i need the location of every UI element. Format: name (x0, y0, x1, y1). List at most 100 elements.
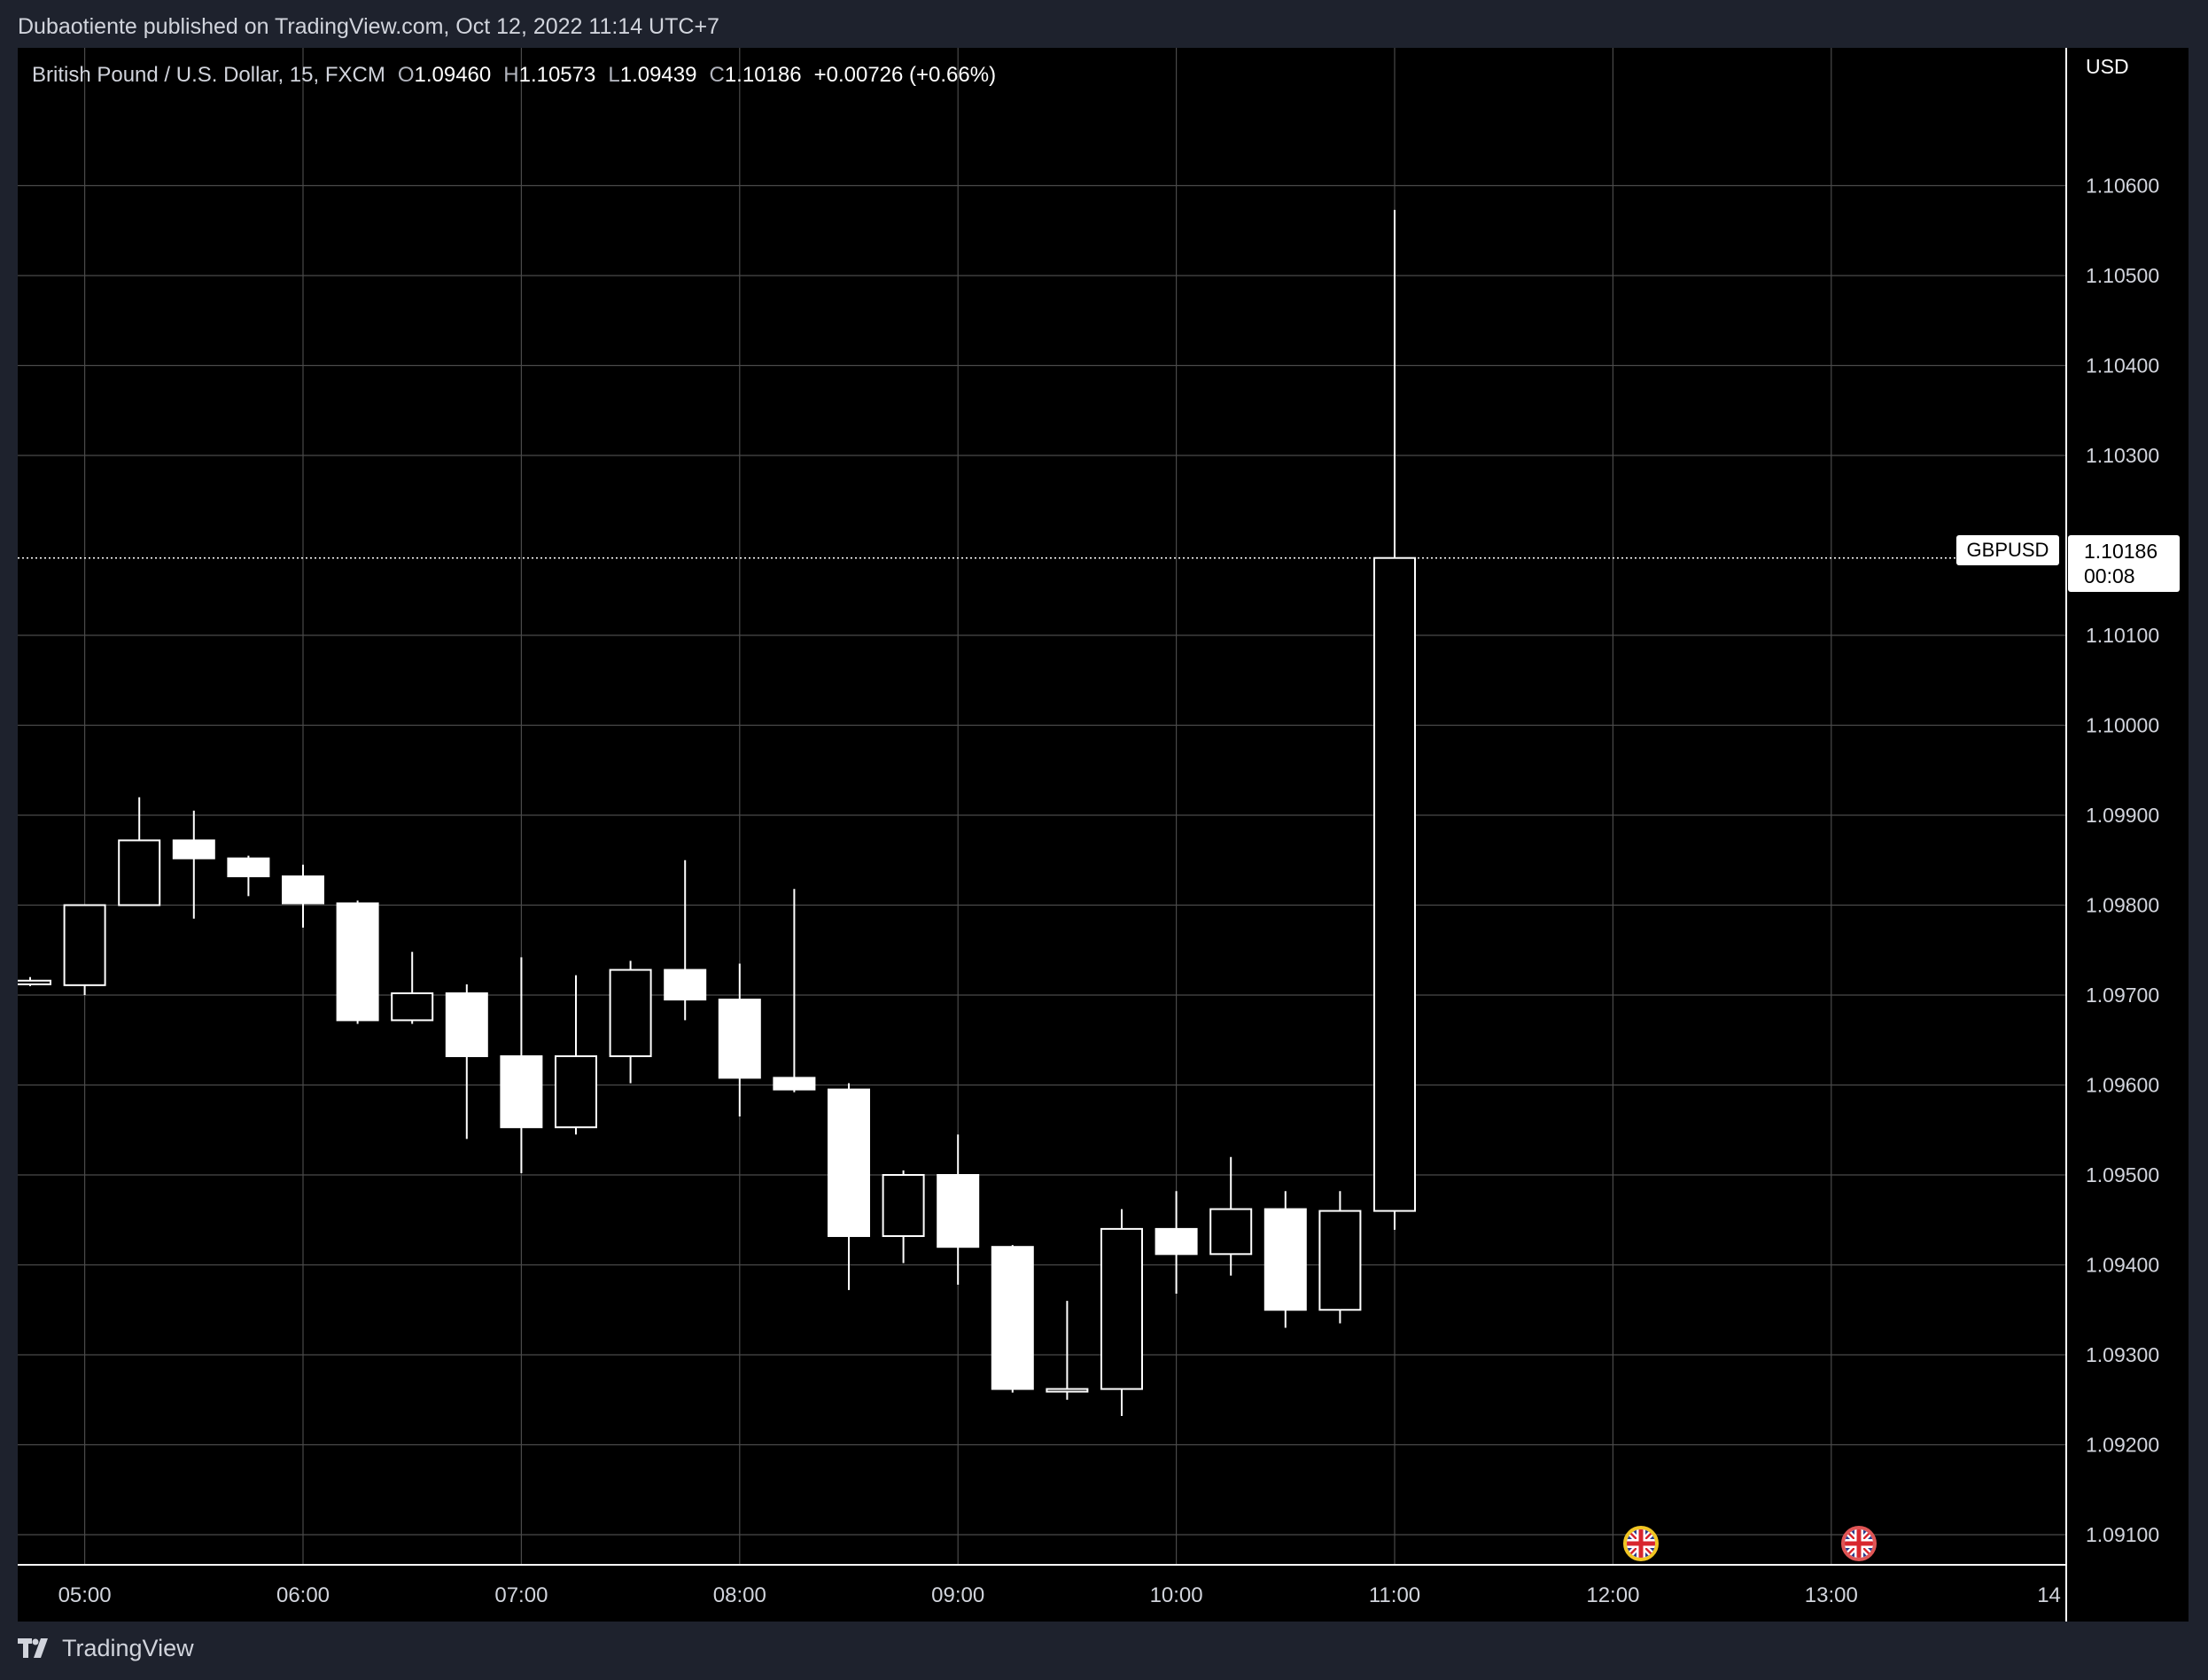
candle (1373, 209, 1416, 1230)
candle-body (1100, 1227, 1143, 1390)
price-tick-label: 1.09500 (2086, 1163, 2159, 1186)
candle (63, 904, 106, 995)
currency-label[interactable]: USD (2086, 55, 2129, 78)
candle-body (1155, 1227, 1198, 1256)
candle-body (828, 1088, 870, 1238)
candle-body (172, 839, 215, 859)
price-tick-label: 1.10300 (2086, 444, 2159, 467)
open-label: O (397, 63, 415, 87)
candle (500, 957, 543, 1173)
candle (1155, 1191, 1198, 1294)
close-label: C (709, 63, 725, 87)
candle (718, 963, 761, 1117)
candle-body (282, 875, 324, 905)
candles (18, 209, 1416, 1417)
candlestick-chart[interactable]: 1.10600 1.10500 1.10400 1.10300 1.10100 1.100… (18, 48, 2189, 1622)
candle-body (609, 968, 652, 1058)
candle (391, 952, 434, 1024)
price-tick-label: 1.10500 (2086, 264, 2159, 287)
candle (664, 859, 707, 1021)
symbol-legend[interactable]: British Pound / U.S. Dollar, 15, FXCM O … (32, 60, 1008, 90)
candle-body (500, 1055, 543, 1129)
candle (1209, 1156, 1253, 1276)
uk-flag-glyph (1627, 1529, 1655, 1558)
candle-body (1209, 1208, 1253, 1256)
candle-body (336, 902, 379, 1022)
candle (991, 1245, 1034, 1393)
time-tick-label: 08:00 (713, 1583, 766, 1607)
low-value: 1.09439 (619, 63, 697, 87)
uk-flag-icon[interactable] (1841, 1526, 1877, 1561)
candle (1318, 1191, 1362, 1324)
price-tick-label: 1.10100 (2086, 624, 2159, 647)
grid-lines (18, 48, 2066, 1565)
time-tick-label: 05:00 (58, 1583, 112, 1607)
tradingview-logo-icon (18, 1638, 48, 1658)
candle-body (773, 1077, 816, 1091)
price-tick-label: 1.09400 (2086, 1254, 2159, 1277)
candle (18, 976, 51, 986)
candle-body (1373, 556, 1416, 1212)
price-tick-label: 1.10400 (2086, 354, 2159, 377)
price-tick-label: 1.09600 (2086, 1074, 2159, 1097)
time-tick-label: 11:00 (1369, 1583, 1420, 1607)
uk-flag-glyph (1845, 1529, 1873, 1558)
time-tick-label: 10:00 (1150, 1583, 1203, 1607)
candle-body (664, 968, 707, 1001)
bar-countdown: 00:08 (2084, 564, 2135, 587)
chart-pane[interactable]: 1.10600 1.10500 1.10400 1.10300 1.10100 1.100… (18, 48, 2189, 1622)
candle-body (227, 857, 270, 878)
candle-body (555, 1055, 597, 1129)
candle-body (1318, 1209, 1362, 1311)
price-tick-label: 1.09300 (2086, 1343, 2159, 1366)
close-value: 1.10186 (724, 63, 802, 87)
time-tick-label: 12:00 (1586, 1583, 1639, 1607)
candle (172, 810, 215, 919)
candle (336, 900, 379, 1024)
change-value: +0.00726 (+0.66%) (813, 63, 997, 87)
candle-body (1263, 1208, 1307, 1311)
candle (118, 797, 161, 906)
candle (882, 1170, 925, 1264)
high-label: H (503, 63, 519, 87)
time-tick-label: 06:00 (276, 1583, 330, 1607)
candle-body (991, 1246, 1034, 1390)
candle (1100, 1209, 1143, 1417)
candle (1046, 1301, 1089, 1400)
candle (445, 984, 488, 1139)
candle-body (391, 992, 434, 1022)
price-tick-label: 1.09800 (2086, 894, 2159, 917)
candle (609, 961, 652, 1084)
candle (1263, 1191, 1307, 1328)
candle-body (18, 979, 51, 985)
time-tick-label: 09:00 (931, 1583, 984, 1607)
candle (227, 855, 270, 897)
chart-axes (18, 48, 2067, 1622)
candle-body (118, 839, 161, 906)
candle-body (63, 904, 106, 986)
price-tick-label: 1.09900 (2086, 804, 2159, 827)
low-label: L (608, 63, 620, 87)
price-tick-label: 1.09200 (2086, 1434, 2159, 1457)
price-tick-label: 1.10600 (2086, 175, 2159, 198)
candle (555, 975, 597, 1135)
footer-branding: TradingView (18, 1633, 194, 1663)
published-header: Dubaotiente published on TradingView.com… (0, 0, 2208, 50)
symbol-price-tag: GBPUSD (1956, 535, 2059, 565)
last-price-tag: 1.10186 00:08 (2068, 535, 2180, 592)
candle-body (718, 999, 761, 1079)
candle-body (882, 1174, 925, 1238)
price-tick-label: 1.09700 (2086, 984, 2159, 1007)
time-tick-label: 14 (2037, 1583, 2061, 1607)
tradingview-brand: TradingView (62, 1634, 194, 1661)
candle-body (445, 992, 488, 1058)
candle (282, 864, 324, 928)
price-tick-label: 1.10000 (2086, 714, 2159, 737)
symbol-description[interactable]: British Pound / U.S. Dollar, 15, FXCM (32, 63, 385, 87)
price-tick-label: 1.09100 (2086, 1523, 2159, 1546)
axis-labels: 1.10600 1.10500 1.10400 1.10300 1.10100 1.100… (58, 175, 2160, 1608)
last-price-value: 1.10186 (2084, 540, 2158, 563)
uk-flag-icon[interactable] (1623, 1526, 1659, 1561)
candle-body (937, 1174, 980, 1248)
time-tick-label: 07:00 (494, 1583, 548, 1607)
